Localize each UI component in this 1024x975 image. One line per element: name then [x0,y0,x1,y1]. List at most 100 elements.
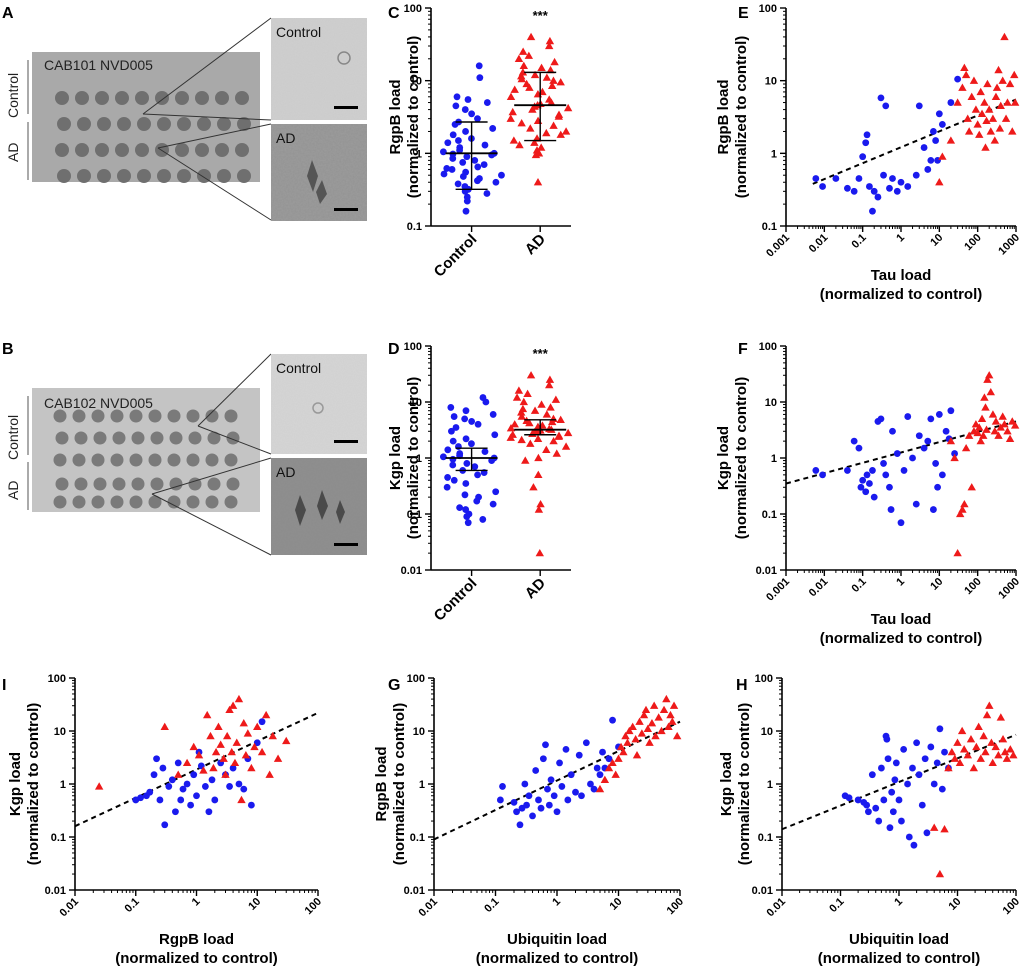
tissue-core [167,453,181,467]
zoom-line-a1 [142,17,272,115]
regression-line [781,733,1017,831]
series-control [812,407,958,527]
y-axis-label-line: RgpB load [373,747,390,822]
data-point-circle [483,99,491,106]
data-point-circle [455,443,462,450]
data-point-triangle [985,701,994,709]
data-point-circle [866,183,873,190]
data-point-triangle [998,412,1007,420]
data-point-circle [891,776,899,784]
data-point-circle [938,121,946,128]
data-point-circle [187,801,195,809]
data-point-circle [474,471,481,479]
data-point-triangle [979,431,988,439]
data-point-circle [929,506,937,513]
data-point-circle [229,764,237,772]
data-point-circle [905,833,913,841]
data-point-circle [468,110,476,118]
data-point-triangle [972,742,981,751]
data-point-circle [537,804,545,812]
data-point-triangle [1010,421,1020,429]
x-tick-label: 10 [246,896,263,913]
data-point-circle [455,137,462,144]
data-point-circle [938,785,946,793]
data-point-circle [468,418,476,425]
data-point-triangle [980,98,989,106]
data-point-triangle [526,439,535,447]
data-point-triangle [239,719,248,727]
data-point-triangle [976,436,985,445]
x-tick-label: 0.1 [827,896,846,915]
data-point-circle [463,153,471,161]
data-point-triangle [517,74,526,83]
data-point-triangle [234,694,244,703]
data-point-circle [578,792,585,800]
data-point-circle [877,415,885,423]
data-point-circle [895,796,903,804]
x-tick-label: 10 [946,896,963,913]
tissue-core [74,431,88,445]
y-tick-label: 0.1 [758,832,773,844]
tissue-core [215,91,229,105]
y-axis-label-line: (normalized to control) [391,703,408,866]
data-point-circle [153,755,160,763]
data-point-triangle [517,72,526,80]
scale-bar [334,543,358,546]
data-point-circle [159,764,167,772]
data-point-circle [553,808,561,816]
data-point-triangle [628,722,637,730]
tissue-core [237,169,251,183]
data-point-circle [912,171,920,179]
data-point-triangle [556,130,565,138]
x-tick-label: 0.1 [849,232,868,251]
series-control [812,75,962,215]
data-point-triangle [282,736,291,745]
data-point-circle [590,785,598,793]
tissue-core [235,91,249,105]
data-point-triangle [546,65,555,74]
data-point-triangle [247,763,256,772]
data-point-triangle [521,456,530,464]
y-axis-label-line: (normalized to control) [405,36,422,199]
data-point-circle [439,453,447,461]
data-point-circle [854,796,862,804]
x-tick-label: 0.01 [807,232,831,256]
y-tick-label: 100 [407,673,425,685]
plate-label-a: CAB101 NVD005 [44,57,153,73]
data-point-triangle [955,758,965,767]
data-point-circle [525,792,533,800]
data-point-circle [449,131,457,139]
data-point-circle [927,156,935,164]
data-point-triangle [961,70,971,79]
tissue-cores-b [53,409,240,509]
y-axis-label-line: (normalized to control) [733,377,750,540]
data-point-triangle [995,124,1005,132]
category-label: AD [522,575,549,602]
data-point-triangle [595,784,605,793]
data-point-circle [558,783,566,790]
data-point-triangle [986,127,995,135]
tissue-core [110,495,124,509]
data-point-triangle [635,717,644,725]
data-point-triangle [506,433,515,441]
y-tick-label: 0.01 [401,565,422,577]
data-point-triangle [935,869,945,878]
data-point-triangle [530,406,540,414]
data-point-triangle [514,54,524,62]
data-point-triangle [561,442,571,450]
micrograph-ad-b: AD [271,458,367,555]
data-point-triangle [257,747,267,756]
data-point-circle [471,463,479,471]
x-tick-label: 1000 [996,232,1022,258]
x-axis-label: (normalized to control) [476,950,639,967]
data-point-circle [877,94,885,102]
tissue-core [55,91,69,105]
data-point-triangle [981,747,990,756]
data-point-circle [463,513,471,520]
data-point-circle [448,427,455,435]
data-point-circle [865,808,872,816]
data-point-triangle [996,101,1005,110]
tissue-core [131,477,145,491]
data-point-triangle [969,76,979,84]
data-point-circle [951,450,958,457]
